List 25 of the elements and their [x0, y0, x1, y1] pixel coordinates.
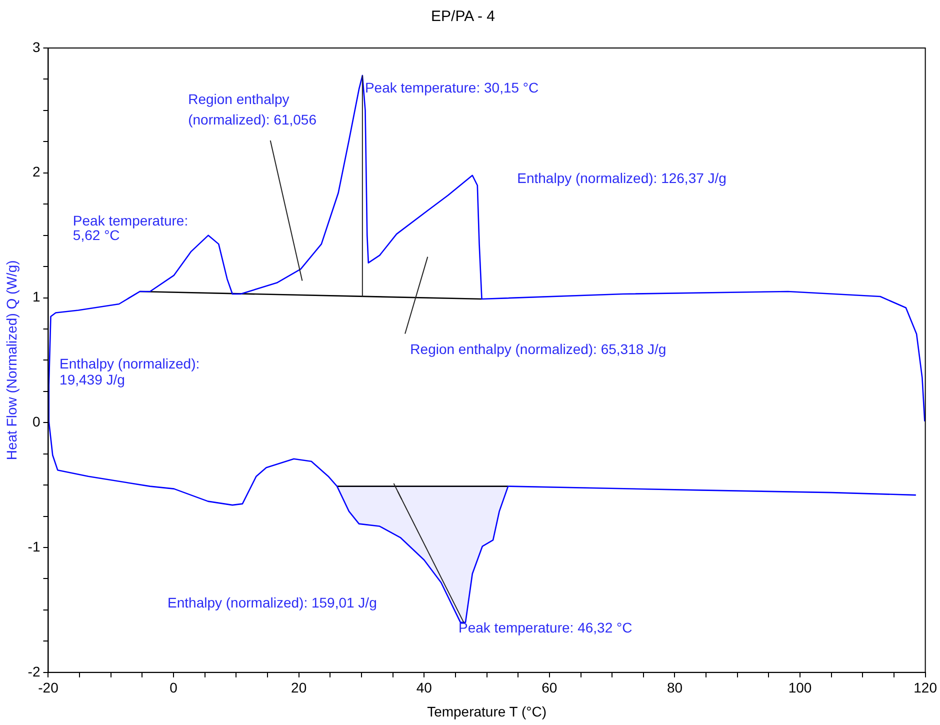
- x-tick-label: 40: [416, 680, 432, 696]
- annotation: Peak temperature: 5,62 °C: [72, 212, 188, 243]
- annotation: Peak temperature: 30,15 °C: [364, 79, 539, 96]
- y-tick-label: 0: [32, 414, 40, 430]
- y-tick-label: 3: [32, 38, 40, 55]
- y-tick-label: -2: [28, 663, 40, 680]
- y-axis-title: Heat Flow (Normalized) Q (W/g): [3, 260, 20, 460]
- y-tick-label: -1: [28, 538, 40, 554]
- y-tick-label: 2: [32, 164, 40, 180]
- annotation: Region enthalpy (normalized): 61,056: [188, 90, 317, 128]
- y-tick-label: 1: [32, 288, 40, 305]
- x-tick-label: 100: [788, 680, 812, 696]
- annotation: Enthalpy (normalized): 159,01 J/g: [168, 594, 377, 611]
- x-tick-label: 80: [666, 680, 683, 696]
- annotation: Peak temperature: 46,32 °C: [458, 620, 632, 636]
- x-tick-label: 120: [914, 680, 938, 696]
- x-axis-title: Temperature T (°C): [427, 703, 547, 720]
- x-tick-label: 20: [291, 680, 307, 696]
- x-tick-label: 0: [170, 680, 178, 696]
- x-tick-label: 60: [542, 680, 558, 696]
- annotation: Enthalpy (normalized): 19,439 J/g: [60, 356, 200, 388]
- chart-title: EP/PA - 4: [431, 8, 495, 26]
- x-tick-label: -20: [38, 680, 59, 696]
- annotation: Enthalpy (normalized): 126,37 J/g: [517, 170, 726, 186]
- annotation: Region enthalpy (normalized): 65,318 J/g: [410, 341, 666, 358]
